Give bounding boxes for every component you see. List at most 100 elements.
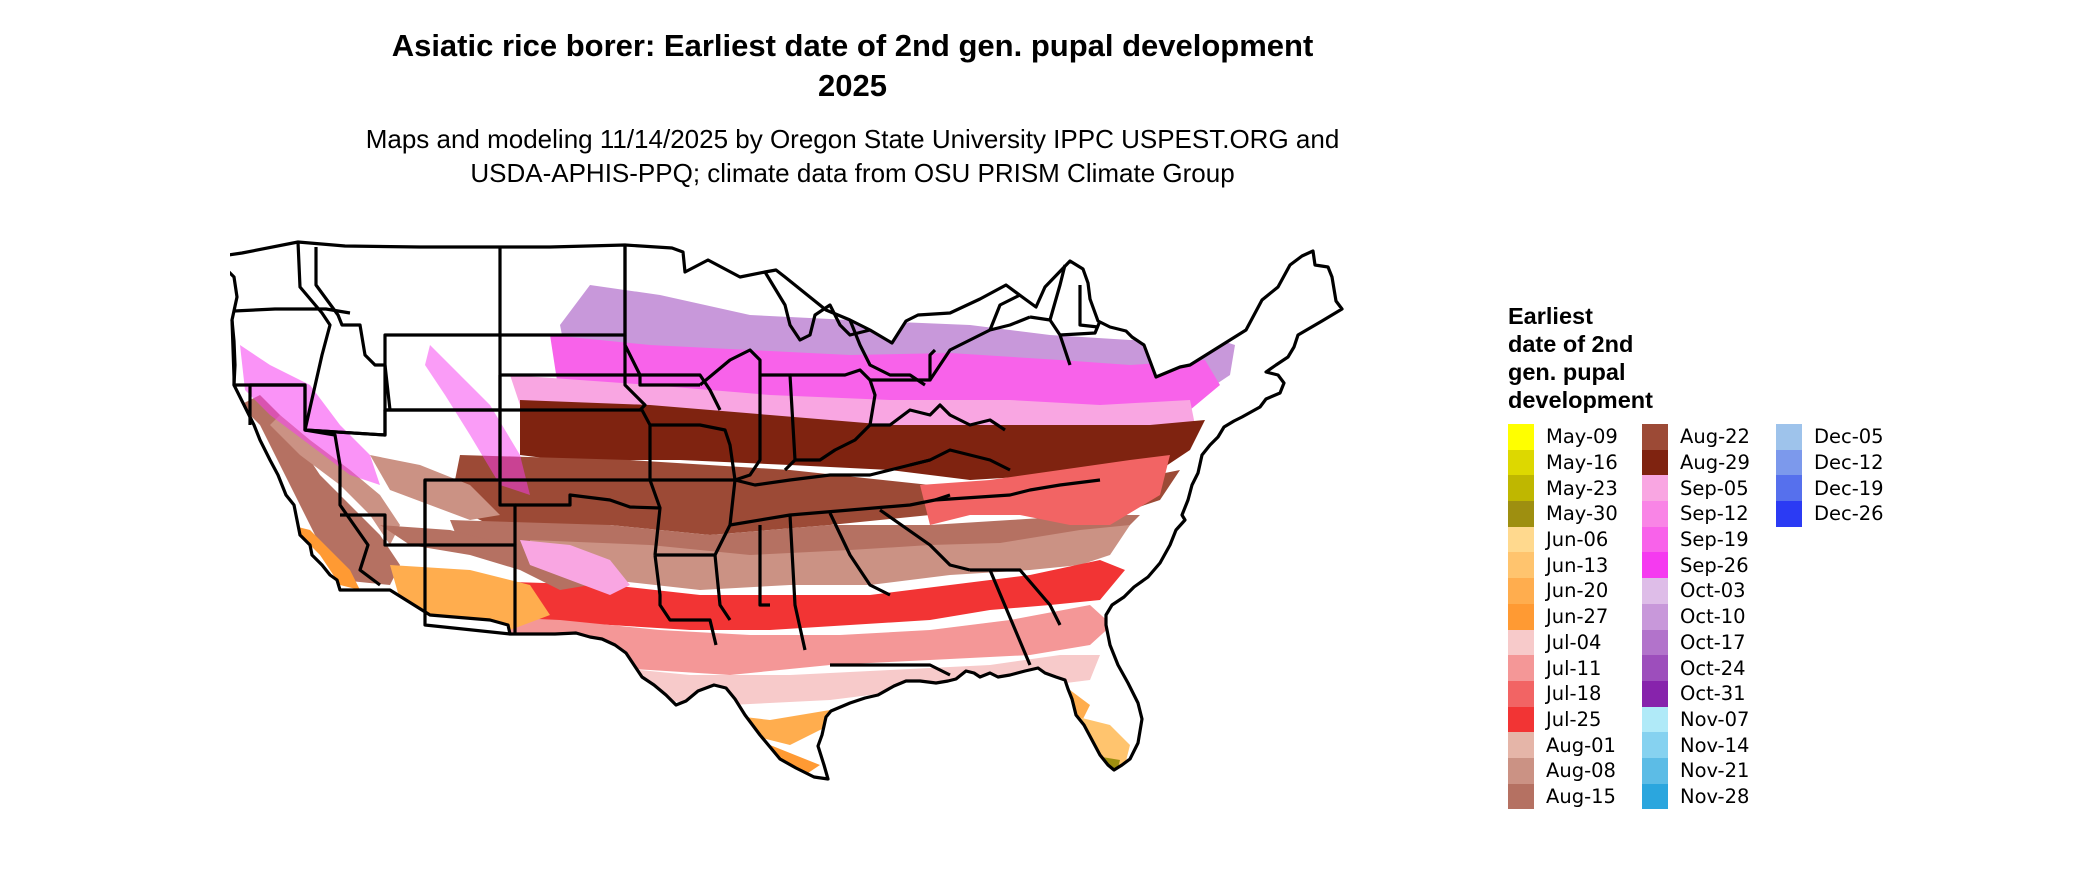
legend-swatch — [1642, 783, 1668, 810]
legend-swatch — [1776, 449, 1802, 476]
legend-label: Jul-18 — [1546, 682, 1602, 706]
legend-item: May-09 — [1508, 424, 1628, 450]
legend-column: May-09 May-16 May-23 May-30 Jun-06 Jun-13 Jun-… — [1508, 424, 1628, 810]
legend-swatch — [1642, 552, 1668, 579]
legend-item: Sep-26 — [1642, 552, 1762, 579]
legend-item: Jun-20 — [1508, 578, 1628, 604]
map-subtitle: Maps and modeling 11/14/2025 by Oregon S… — [0, 122, 1705, 190]
legend-item: Aug-29 — [1642, 449, 1762, 476]
legend-swatch — [1642, 501, 1668, 527]
legend-item: Nov-28 — [1642, 783, 1762, 810]
legend-item: Nov-21 — [1642, 757, 1762, 784]
legend-item: Jul-18 — [1508, 680, 1628, 707]
legend-label: Jul-04 — [1546, 630, 1602, 654]
legend-title-line: date of 2nd — [1508, 331, 1634, 357]
legend-item: Oct-17 — [1642, 629, 1762, 656]
legend-label: Jul-25 — [1546, 707, 1602, 731]
legend-label: Nov-21 — [1680, 759, 1750, 783]
legend-swatch — [1508, 732, 1534, 758]
legend-title-line: Earliest — [1508, 303, 1593, 329]
legend-swatch — [1508, 424, 1534, 450]
legend-swatch — [1776, 424, 1802, 450]
legend-label: Sep-26 — [1680, 553, 1749, 577]
legend-label: May-09 — [1546, 425, 1618, 449]
legend-swatch — [1642, 475, 1668, 502]
legend-item: May-30 — [1508, 501, 1628, 527]
us-map — [230, 240, 1344, 781]
legend-label: Oct-17 — [1680, 630, 1746, 654]
legend-label: Jun-27 — [1546, 605, 1609, 629]
legend-label: Jun-20 — [1546, 579, 1609, 603]
legend-label: May-23 — [1546, 476, 1618, 500]
legend-item: Aug-22 — [1642, 424, 1762, 450]
map-title-line-1: Asiatic rice borer: Earliest date of 2nd… — [391, 28, 1314, 63]
legend-label: Oct-24 — [1680, 656, 1746, 680]
legend-label: Aug-15 — [1546, 784, 1616, 808]
legend-label: Jun-06 — [1546, 528, 1609, 552]
legend-item: Jun-13 — [1508, 552, 1628, 579]
legend-label: May-16 — [1546, 451, 1618, 475]
legend-swatch — [1642, 526, 1668, 553]
legend-item: Jun-06 — [1508, 526, 1628, 553]
legend-item: Oct-31 — [1642, 680, 1762, 707]
map-subtitle-line-1: Maps and modeling 11/14/2025 by Oregon S… — [365, 124, 1340, 154]
legend-swatch — [1508, 629, 1534, 656]
legend-label: Nov-14 — [1680, 733, 1750, 757]
legend-label: Oct-03 — [1680, 579, 1746, 603]
legend-column: Dec-05 Dec-12 Dec-19 Dec-26 — [1776, 424, 1896, 809]
map-title: Asiatic rice borer: Earliest date of 2nd… — [0, 26, 1705, 106]
legend-swatch — [1642, 706, 1668, 733]
legend-swatch — [1508, 706, 1534, 733]
legend-title-line: gen. pupal — [1508, 359, 1626, 385]
legend-item: Aug-15 — [1508, 783, 1628, 810]
legend-item: Jul-11 — [1508, 655, 1628, 681]
legend-label: Jun-13 — [1546, 553, 1609, 577]
legend-label: Sep-19 — [1680, 528, 1749, 552]
legend-swatch — [1642, 680, 1668, 707]
legend-item: Dec-26 — [1776, 501, 1896, 527]
legend-columns: May-09 May-16 May-23 May-30 Jun-06 Jun-13 Jun-… — [1508, 424, 1896, 810]
legend-label: Aug-22 — [1680, 425, 1750, 449]
legend-label: Nov-07 — [1680, 707, 1750, 731]
legend-item: Oct-24 — [1642, 655, 1762, 681]
legend-swatch — [1642, 424, 1668, 450]
legend-swatch — [1508, 449, 1534, 476]
legend-label: Aug-08 — [1546, 759, 1616, 783]
legend-swatch — [1642, 603, 1668, 630]
legend-swatch — [1508, 603, 1534, 630]
legend-item: Dec-19 — [1776, 475, 1896, 502]
legend-swatch — [1508, 578, 1534, 604]
legend-swatch — [1642, 449, 1668, 476]
legend-swatch — [1642, 629, 1668, 656]
legend-item: Sep-05 — [1642, 475, 1762, 502]
legend-item: Oct-03 — [1642, 578, 1762, 604]
legend-label: Dec-05 — [1814, 425, 1884, 449]
legend-swatch — [1642, 732, 1668, 758]
legend-swatch — [1508, 655, 1534, 681]
legend-item: Dec-05 — [1776, 424, 1896, 450]
legend-swatch — [1508, 757, 1534, 784]
legend-swatch — [1642, 757, 1668, 784]
legend-swatch — [1776, 475, 1802, 502]
legend-swatch — [1642, 655, 1668, 681]
legend-item: Aug-01 — [1508, 732, 1628, 758]
legend-swatch — [1508, 475, 1534, 502]
legend-label: Sep-05 — [1680, 476, 1749, 500]
legend-item: Dec-12 — [1776, 449, 1896, 476]
legend-item: Sep-12 — [1642, 501, 1762, 527]
legend-item: May-16 — [1508, 449, 1628, 476]
map-subtitle-line-2: USDA-APHIS-PPQ; climate data from OSU PR… — [470, 158, 1235, 188]
legend-label: Dec-19 — [1814, 476, 1884, 500]
legend-label: Oct-31 — [1680, 682, 1746, 706]
legend-label: Sep-12 — [1680, 502, 1749, 526]
legend-item: May-23 — [1508, 475, 1628, 502]
legend-swatch — [1508, 680, 1534, 707]
legend-label: Oct-10 — [1680, 605, 1746, 629]
legend-item: Sep-19 — [1642, 526, 1762, 553]
legend-item: Jun-27 — [1508, 603, 1628, 630]
legend-swatch — [1508, 526, 1534, 553]
legend-label: Aug-29 — [1680, 451, 1750, 475]
legend-item: Jul-25 — [1508, 706, 1628, 733]
legend-item: Nov-07 — [1642, 706, 1762, 733]
legend-item: Nov-14 — [1642, 732, 1762, 758]
